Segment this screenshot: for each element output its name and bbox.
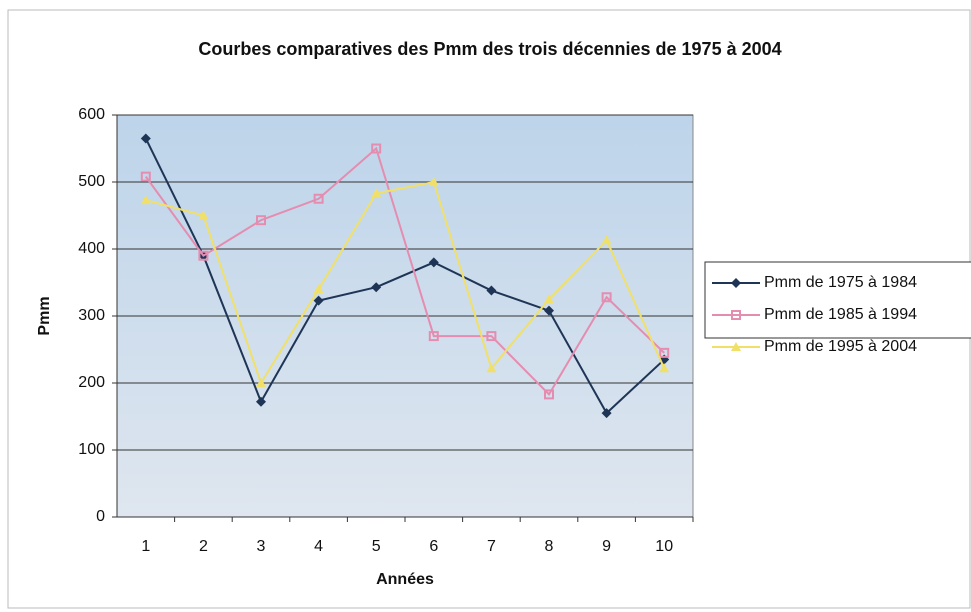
data-point	[428, 257, 439, 268]
data-point	[256, 396, 266, 407]
data-point	[544, 294, 554, 304]
data-point	[313, 295, 324, 306]
data-point	[486, 331, 497, 342]
x-tick-label: 7	[487, 538, 496, 555]
chart-title: Courbes comparatives des Pmm des trois d…	[198, 39, 781, 59]
data-point	[313, 193, 324, 204]
legend-label: Pmm de 1975 à 1984	[764, 274, 917, 291]
data-point	[371, 188, 382, 198]
series-line	[144, 146, 665, 397]
data-point	[544, 305, 554, 316]
data-point	[371, 282, 382, 293]
legend-marker	[731, 310, 741, 320]
data-point	[256, 378, 266, 387]
x-axis-label: Années	[376, 571, 434, 588]
data-point	[486, 363, 497, 373]
legend-marker	[731, 342, 741, 351]
data-point	[140, 195, 151, 205]
x-tick-label: 5	[372, 538, 381, 555]
x-tick-label: 10	[655, 538, 673, 555]
legend-marker	[731, 278, 741, 288]
data-point	[601, 408, 612, 419]
data-point	[544, 389, 554, 400]
series-line	[144, 138, 665, 415]
series-line	[145, 180, 666, 386]
y-tick-label: 400	[78, 240, 105, 257]
legend-box	[704, 261, 971, 339]
data-point	[140, 171, 151, 182]
data-point	[198, 250, 209, 261]
y-tick-label: 100	[78, 441, 105, 458]
data-point	[601, 292, 612, 303]
data-point	[428, 331, 439, 342]
y-tick-label: 500	[78, 173, 105, 190]
x-tick-label: 6	[429, 538, 438, 555]
data-point	[140, 133, 151, 144]
legend-label: Pmm de 1995 à 2004	[764, 338, 917, 355]
data-point	[659, 363, 670, 373]
data-point	[313, 284, 324, 294]
y-tick-label: 300	[78, 307, 105, 324]
data-point	[428, 177, 439, 186]
x-tick-label: 1	[141, 538, 150, 555]
x-tick-label: 2	[199, 538, 208, 555]
data-point	[486, 285, 497, 296]
y-tick-label: 200	[78, 374, 105, 391]
data-point	[371, 143, 382, 154]
y-tick-label: 600	[78, 106, 105, 123]
x-tick-label: 9	[602, 538, 611, 555]
x-tick-label: 8	[545, 538, 554, 555]
y-axis-label: Pmm	[36, 296, 53, 335]
data-point	[601, 235, 612, 245]
data-point	[198, 210, 209, 220]
x-tick-label: 4	[314, 538, 323, 555]
y-tick-label: 0	[96, 508, 105, 525]
data-point	[256, 215, 266, 226]
legend-label: Pmm de 1985 à 1994	[764, 306, 917, 323]
x-tick-label: 3	[257, 538, 266, 555]
data-point	[659, 347, 670, 358]
